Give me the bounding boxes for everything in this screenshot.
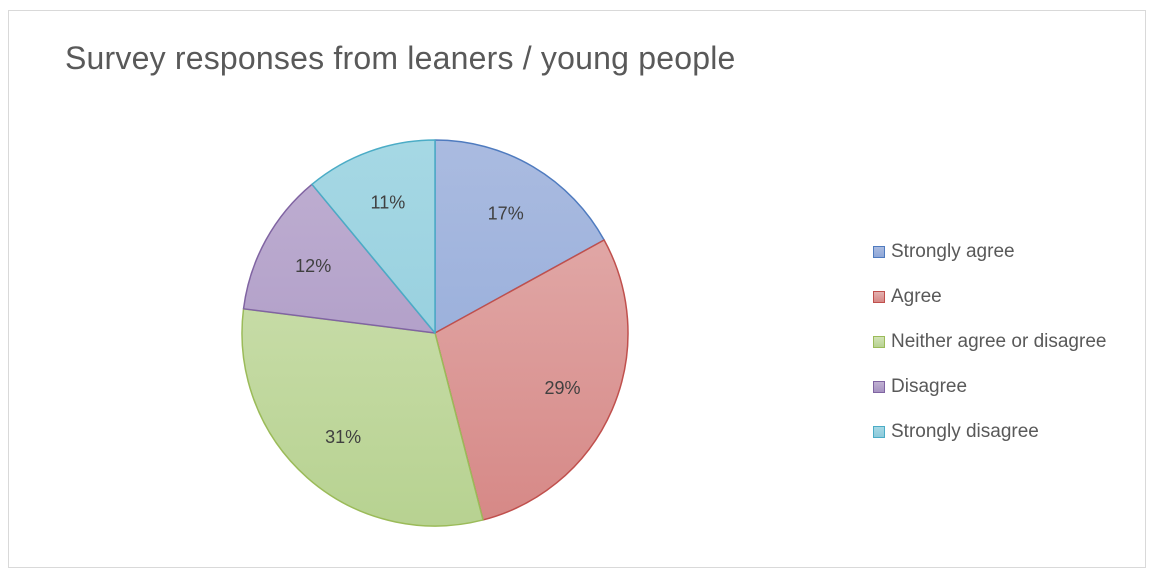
legend-label-strongly-disagree: Strongly disagree bbox=[891, 420, 1039, 442]
chart-title: Survey responses from leaners / young pe… bbox=[65, 40, 736, 76]
legend-swatch-neither-agree-or-disagree bbox=[873, 335, 885, 348]
legend-label-agree: Agree bbox=[891, 285, 942, 307]
pie-slice-neither-agree-or-disagree[interactable] bbox=[241, 308, 484, 527]
legend-swatch-agree bbox=[873, 290, 885, 303]
legend-item-neither-agree-or-disagree: Neither agree or disagree bbox=[873, 319, 1106, 364]
legend-swatch-strongly-agree bbox=[873, 245, 885, 258]
pie-slice-strongly-disagree[interactable] bbox=[311, 139, 436, 334]
pie-slice-disagree[interactable] bbox=[242, 183, 436, 334]
legend-label-neither-agree-or-disagree: Neither agree or disagree bbox=[891, 330, 1107, 352]
data-label-strongly-disagree: 11% bbox=[371, 192, 406, 212]
data-label-neither-agree-or-disagree: 31% bbox=[325, 427, 361, 447]
legend-item-agree: Agree bbox=[873, 274, 1106, 319]
pie-slice-agree[interactable] bbox=[434, 239, 629, 521]
data-label-strongly-agree: 17% bbox=[488, 203, 524, 223]
chart-legend: Strongly agree Agree Neither agree or disa… bbox=[873, 229, 1106, 454]
pie-slice-strongly-agree[interactable] bbox=[434, 139, 605, 334]
legend-item-disagree: Disagree bbox=[873, 364, 1106, 409]
legend-item-strongly-disagree: Strongly disagree bbox=[873, 409, 1106, 454]
data-label-agree: 29% bbox=[544, 378, 580, 398]
legend-swatch-strongly-disagree bbox=[873, 425, 885, 438]
legend-item-strongly-agree: Strongly agree bbox=[873, 229, 1106, 274]
legend-swatch-disagree bbox=[873, 380, 885, 393]
legend-label-disagree: Disagree bbox=[891, 375, 968, 397]
data-label-disagree: 12% bbox=[295, 256, 331, 276]
legend-label-strongly-agree: Strongly agree bbox=[891, 240, 1015, 262]
